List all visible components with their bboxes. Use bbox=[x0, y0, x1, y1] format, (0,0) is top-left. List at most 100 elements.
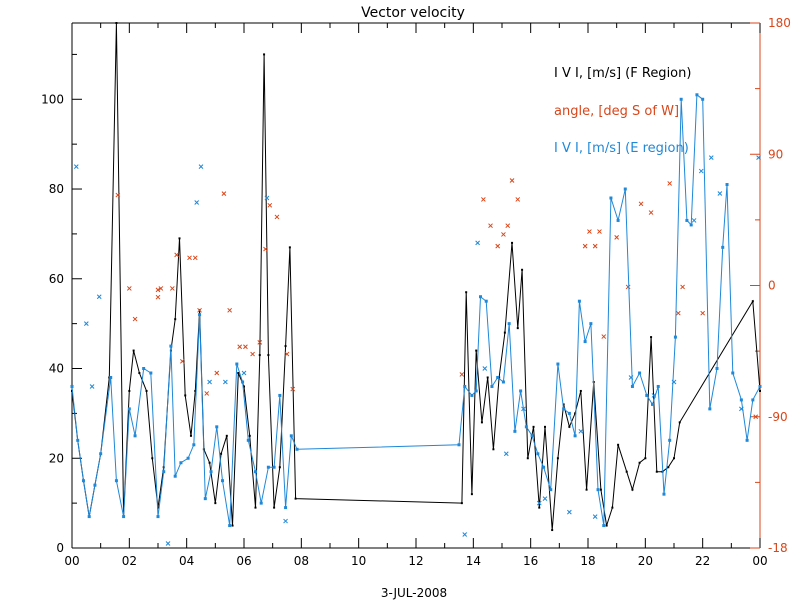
e-region-point bbox=[602, 524, 606, 528]
y-left-tick-label: 80 bbox=[49, 182, 64, 196]
e-region-point bbox=[272, 465, 276, 469]
f-region-point bbox=[145, 389, 148, 392]
f-region-point bbox=[625, 470, 628, 473]
angle-point bbox=[158, 286, 164, 291]
f-region-point bbox=[460, 502, 463, 505]
y-left-tick-label: 0 bbox=[56, 541, 64, 555]
e-region-scatter-point bbox=[462, 532, 468, 537]
f-region-point bbox=[294, 497, 297, 500]
e-region-point bbox=[695, 93, 699, 97]
e-region-point bbox=[609, 196, 613, 200]
angle-point bbox=[675, 310, 681, 316]
e-region-scatter-point bbox=[592, 514, 598, 519]
angle-point bbox=[753, 414, 759, 420]
angle-point bbox=[638, 201, 644, 207]
angle-point bbox=[221, 191, 227, 196]
legend-e-region: I V I, [m/s] (E region) bbox=[554, 141, 689, 156]
e-region-point bbox=[253, 470, 257, 474]
e-region-point bbox=[203, 497, 207, 501]
f-region-point bbox=[184, 394, 187, 397]
f-region-line bbox=[71, 22, 761, 531]
angle-point bbox=[680, 284, 685, 290]
f-region-point bbox=[568, 425, 571, 428]
angle-point bbox=[155, 287, 161, 293]
e-region-point bbox=[173, 474, 177, 478]
e-region-point bbox=[513, 429, 517, 433]
e-region-scatter-point bbox=[165, 541, 171, 546]
angle-point bbox=[667, 181, 673, 186]
f-region-point bbox=[470, 493, 473, 496]
y-left-tick-label: 60 bbox=[49, 272, 64, 286]
e-region-point bbox=[542, 465, 546, 469]
f-region-point bbox=[475, 349, 478, 352]
e-region-scatter-point bbox=[475, 240, 480, 246]
x-tick-label: 18 bbox=[580, 554, 595, 568]
f-region-point bbox=[579, 389, 582, 392]
e-region-point bbox=[519, 389, 523, 393]
angle-point bbox=[592, 243, 598, 249]
e-region-point bbox=[235, 362, 239, 366]
e-region-point bbox=[651, 402, 654, 406]
e-region-scatter-point bbox=[264, 195, 270, 201]
e-region-point bbox=[715, 367, 719, 371]
f-region-point bbox=[511, 241, 514, 244]
e-region-point bbox=[133, 434, 137, 438]
f-region-point bbox=[278, 466, 281, 469]
f-region-point bbox=[667, 466, 670, 469]
e-region-point bbox=[549, 488, 553, 492]
e-region-point bbox=[142, 367, 146, 371]
angle-point bbox=[132, 316, 138, 322]
angle-point bbox=[243, 344, 248, 350]
e-region-point bbox=[731, 371, 735, 375]
e-region-point bbox=[725, 183, 729, 187]
e-region-point bbox=[259, 501, 263, 505]
f-region-point bbox=[284, 345, 287, 348]
y-left-tick-label: 100 bbox=[41, 92, 64, 106]
f-region-point bbox=[174, 318, 177, 321]
f-region-point bbox=[480, 421, 483, 424]
angle-point bbox=[284, 351, 290, 357]
f-region-point bbox=[544, 425, 546, 428]
f-region-point bbox=[237, 372, 240, 374]
angle-point bbox=[267, 202, 273, 208]
angle-point bbox=[237, 344, 243, 350]
e-region-point bbox=[76, 438, 80, 442]
series-e-region bbox=[70, 93, 762, 528]
e-region-point bbox=[241, 380, 245, 384]
angle-point bbox=[501, 232, 506, 237]
e-region-scatter-point bbox=[96, 294, 102, 300]
f-region-point bbox=[644, 457, 647, 460]
f-region-point bbox=[231, 524, 234, 527]
e-region-scatter-point bbox=[198, 164, 204, 169]
e-region-scatter-point bbox=[503, 451, 509, 457]
f-region-point bbox=[263, 53, 266, 56]
e-region-point bbox=[81, 479, 85, 483]
x-tick-label: 10 bbox=[351, 554, 366, 568]
f-region-point bbox=[151, 457, 154, 460]
f-region-point bbox=[128, 389, 131, 392]
legend-f-region: I V I, [m/s] (F Region) bbox=[554, 66, 691, 81]
f-region-point bbox=[599, 488, 602, 491]
angle-point bbox=[115, 192, 121, 198]
angle-point bbox=[126, 286, 132, 291]
angle-point bbox=[290, 386, 296, 392]
f-region-point bbox=[486, 376, 489, 379]
e-region-point bbox=[93, 483, 97, 487]
e-region-point bbox=[583, 340, 587, 344]
e-region-scatter-point bbox=[521, 406, 526, 412]
e-region-point bbox=[209, 470, 213, 474]
e-region-point bbox=[127, 407, 131, 411]
e-region-point bbox=[284, 506, 288, 510]
angle-point bbox=[700, 310, 706, 316]
e-region-line bbox=[71, 93, 761, 526]
angle-point bbox=[587, 229, 592, 234]
e-region-point bbox=[186, 456, 190, 460]
angle-point bbox=[197, 307, 202, 313]
series-angle bbox=[115, 178, 759, 420]
e-region-point bbox=[630, 384, 634, 388]
e-region-point bbox=[679, 97, 683, 101]
e-region-point bbox=[668, 438, 672, 442]
e-region-scatter-point bbox=[482, 366, 488, 371]
angle-point bbox=[582, 243, 588, 249]
